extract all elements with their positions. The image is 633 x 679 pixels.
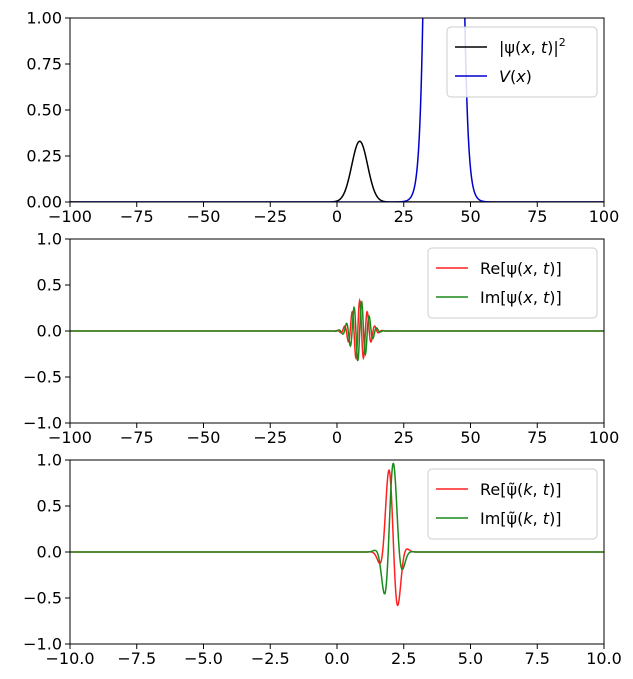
legend: |ψ(x, t)|2V(x) xyxy=(446,26,598,98)
x-tick-label: 7.5 xyxy=(525,649,550,668)
legend-label-part: , xyxy=(533,480,543,499)
legend-box xyxy=(427,247,598,319)
legend-label: Re[ψ(x, t)] xyxy=(480,259,562,278)
x-tick-label: −25 xyxy=(253,207,287,226)
y-tick-label: 0.75 xyxy=(26,55,62,74)
y-tick-label: 0.50 xyxy=(26,101,62,120)
x-tick-label: 100 xyxy=(589,428,620,447)
legend-label-part: )] xyxy=(549,480,561,499)
legend-label: |ψ(x, t)|2 xyxy=(499,36,566,57)
y-tick-label: 0.25 xyxy=(26,147,62,166)
x-tick-label: 0.0 xyxy=(324,649,349,668)
x-tick-label: 25 xyxy=(394,428,414,447)
legend-label-part: x xyxy=(515,67,526,86)
legend: Re[ψ̃(k, t)]Im[ψ̃(k, t)] xyxy=(427,468,598,540)
x-tick-label: 0 xyxy=(332,428,342,447)
legend-box xyxy=(427,468,598,540)
y-tick-label: −1.0 xyxy=(23,635,62,654)
series-line-1-1 xyxy=(70,140,604,202)
x-tick-label: −75 xyxy=(120,428,154,447)
x-tick-label: −100 xyxy=(48,428,92,447)
legend-label: Re[ψ̃(k, t)] xyxy=(480,480,561,499)
legend-label-part: t xyxy=(543,480,550,499)
x-tick-label: −100 xyxy=(48,207,92,226)
y-tick-label: 0.00 xyxy=(26,193,62,212)
legend-label-part: Re[ xyxy=(480,480,506,499)
legend-label-part: )] xyxy=(549,259,561,278)
legend-label-part: ( xyxy=(510,67,516,86)
y-tick-label: 0.5 xyxy=(37,276,62,295)
x-tick-label: −10.0 xyxy=(45,649,94,668)
series-line-2-2 xyxy=(70,300,604,362)
x-tick-label: 75 xyxy=(527,207,547,226)
legend-label-part: t xyxy=(543,259,550,278)
y-tick-label: 1.00 xyxy=(26,9,62,28)
y-tick-label: 0.0 xyxy=(37,322,62,341)
legend: Re[ψ(x, t)]Im[ψ(x, t)] xyxy=(427,247,598,319)
legend-label-part: x xyxy=(522,259,533,278)
legend-label-part: ψ̃( xyxy=(506,480,523,499)
legend-label-part: , xyxy=(533,288,543,307)
x-tick-label: 10.0 xyxy=(586,649,622,668)
legend-label-part: t xyxy=(543,509,550,528)
legend-label-part: t xyxy=(543,288,550,307)
y-tick-label: 0.5 xyxy=(37,497,62,516)
legend-label-part: )] xyxy=(549,509,561,528)
x-tick-label: 50 xyxy=(460,207,480,226)
y-tick-label: −1.0 xyxy=(23,414,62,433)
legend-label-part: V xyxy=(499,67,511,86)
x-tick-label: 100 xyxy=(589,207,620,226)
series-line-3-2 xyxy=(70,462,604,595)
y-tick-label: −0.5 xyxy=(23,589,62,608)
legend-box xyxy=(446,26,598,98)
chart-panel-2: −100 −75 −50 −25 0 25 50 75 100 −1.0 −0.5 0.0 0.5 1.0… xyxy=(23,230,619,448)
y-tick-label: 1.0 xyxy=(37,451,62,470)
x-tick-label: 50 xyxy=(460,428,480,447)
legend-label-part: )] xyxy=(549,288,561,307)
legend-label-part: ψ( xyxy=(507,288,524,307)
x-tick-label: −25 xyxy=(253,428,287,447)
legend-label-part: ψ( xyxy=(506,259,523,278)
y-tick-label: 1.0 xyxy=(37,230,62,249)
x-tick-label: −7.5 xyxy=(117,649,156,668)
x-tick-label: 2.5 xyxy=(391,649,416,668)
legend-label: Im[ψ̃(k, t)] xyxy=(480,509,562,528)
x-tick-label: −75 xyxy=(120,207,154,226)
legend-label-part: , xyxy=(533,259,543,278)
legend-label-part: )| xyxy=(547,38,559,57)
chart-panel-3: −10.0 −7.5 −5.0 −2.5 0.0 2.5 5.0 7.5 10.0 −1.0 −0.… xyxy=(23,451,622,669)
x-tick-label: 75 xyxy=(527,428,547,447)
legend-label-part: k xyxy=(523,509,533,528)
legend-label-part: k xyxy=(523,480,533,499)
legend-label-part: ) xyxy=(526,67,532,86)
y-tick-label: 0.0 xyxy=(37,543,62,562)
legend-label-part: Re[ xyxy=(480,259,506,278)
legend-label-part: t xyxy=(541,38,548,57)
legend-label: V(x) xyxy=(499,67,532,86)
chart-panel-1: −100 −75 −50 −25 0 25 50 75 100 0.00 0.25 0.50 0.75 1… xyxy=(26,9,619,227)
x-tick-label: −50 xyxy=(187,428,221,447)
legend-label-part: ψ̃( xyxy=(507,509,524,528)
legend-label-part: x xyxy=(520,38,531,57)
legend-label-part: |ψ( xyxy=(499,38,521,57)
legend-label-part: Im[ xyxy=(480,288,507,307)
x-tick-label: 0 xyxy=(332,207,342,226)
legend-label-part: x xyxy=(522,288,533,307)
x-tick-label: 25 xyxy=(394,207,414,226)
legend-label-part: , xyxy=(533,509,543,528)
legend-label-part: 2 xyxy=(559,36,566,49)
y-tick-label: −0.5 xyxy=(23,368,62,387)
legend-label-part: , xyxy=(531,38,541,57)
x-tick-label: −2.5 xyxy=(251,649,290,668)
x-tick-label: 5.0 xyxy=(458,649,483,668)
x-tick-label: −5.0 xyxy=(184,649,223,668)
legend-label-part: Im[ xyxy=(480,509,507,528)
x-tick-label: −50 xyxy=(187,207,221,226)
legend-label: Im[ψ(x, t)] xyxy=(480,288,562,307)
